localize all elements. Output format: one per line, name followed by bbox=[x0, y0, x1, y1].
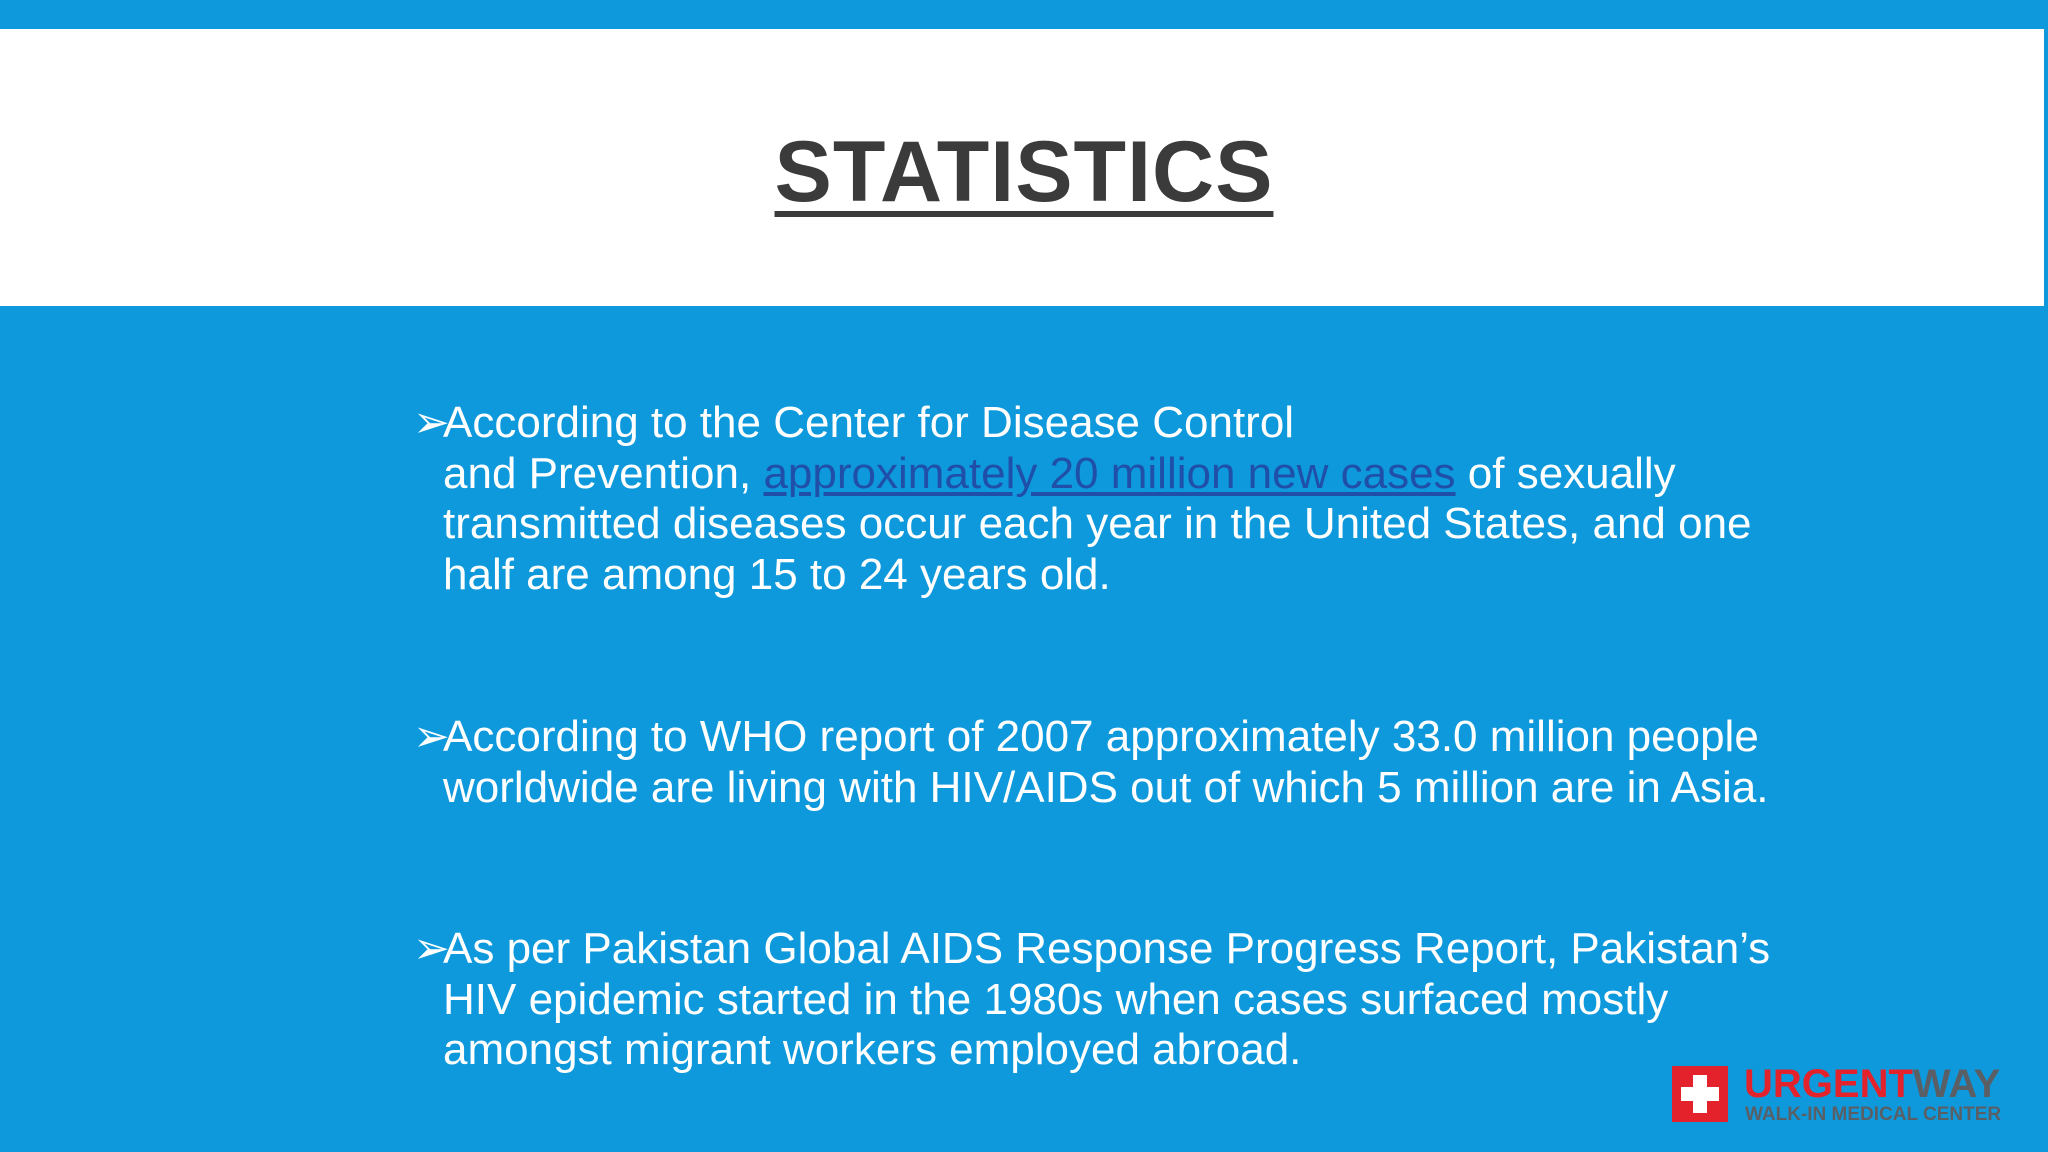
logo-way-text: WAY bbox=[1912, 1062, 2001, 1106]
bullet-text: of sexually bbox=[1455, 448, 1676, 498]
bullet-line: transmitted diseases occur each year in … bbox=[443, 499, 1752, 548]
bullet-item: ➢ According to WHO report of 2007 approx… bbox=[413, 712, 1768, 813]
bullet-item: ➢ According to the Center for Disease Co… bbox=[413, 398, 1752, 600]
bullet-line: HIV epidemic started in the 1980s when c… bbox=[443, 974, 1669, 1024]
medical-cross-icon bbox=[1672, 1066, 1728, 1122]
bullet-line: and Prevention, approximately 20 million… bbox=[443, 449, 1752, 500]
title-banner bbox=[0, 29, 2044, 306]
statistics-link[interactable]: approximately 20 million new cases bbox=[763, 448, 1456, 498]
bullet-text: According to the Center for Disease Cont… bbox=[443, 398, 1295, 447]
logo-urgent-text: URGENT bbox=[1744, 1062, 1913, 1106]
bullet-line: As per Pakistan Global AIDS Response Pro… bbox=[443, 924, 1771, 973]
logo-subtitle: WALK-IN MEDICAL CENTER bbox=[1745, 1104, 2002, 1125]
bullet-line: worldwide are living with HIV/AIDS out o… bbox=[443, 762, 1769, 812]
bullet-line: amongst migrant workers employed abroad. bbox=[443, 1025, 1302, 1074]
bullet-item: ➢ As per Pakistan Global AIDS Response P… bbox=[413, 924, 1770, 1076]
bullet-line: According to WHO report of 2007 approxim… bbox=[443, 712, 1759, 761]
bullet-line: According to the Center for Disease Cont… bbox=[443, 398, 1752, 449]
arrow-bullet-icon: ➢ bbox=[413, 712, 450, 761]
bullet-text: and Prevention, bbox=[443, 448, 764, 498]
logo-wordmark: URGENTWAY bbox=[1744, 1062, 2000, 1107]
arrow-bullet-icon: ➢ bbox=[413, 924, 450, 973]
urgentway-logo: URGENTWAY WALK-IN MEDICAL CENTER bbox=[1672, 1062, 2022, 1125]
slide-title: STATISTICS bbox=[774, 124, 1274, 220]
arrow-bullet-icon: ➢ bbox=[413, 398, 450, 447]
bullet-line: half are among 15 to 24 years old. bbox=[443, 549, 1111, 599]
